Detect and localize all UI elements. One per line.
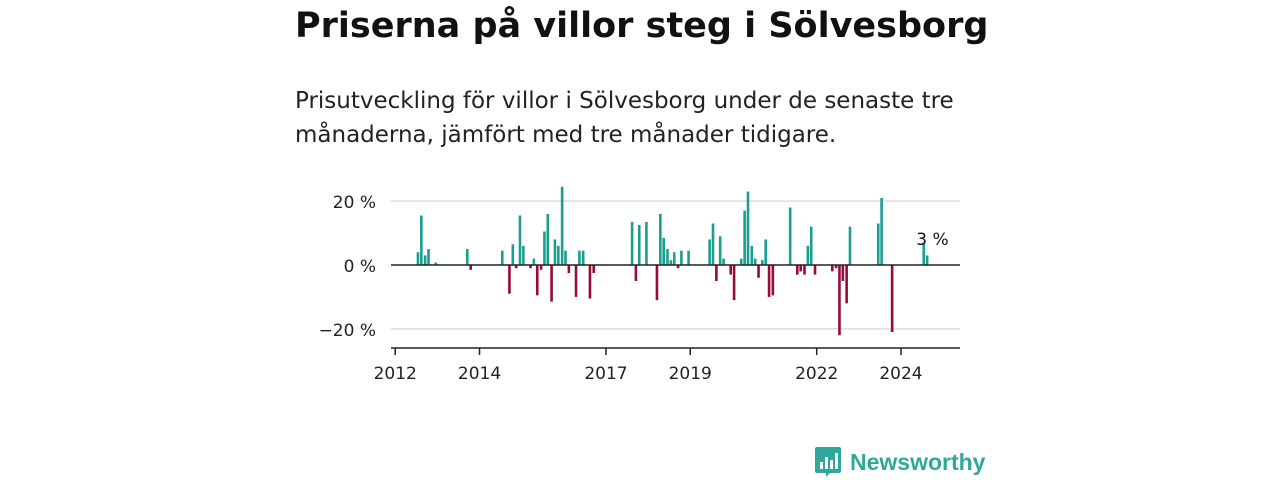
bar — [564, 250, 567, 265]
bar — [796, 265, 799, 275]
bar — [715, 265, 718, 281]
newsworthy-logo: Newsworthy — [814, 444, 985, 480]
bar — [546, 213, 550, 265]
y-tick-label: 0 % — [344, 257, 376, 277]
bar — [743, 210, 746, 265]
bar-series — [416, 186, 929, 336]
bar — [838, 265, 841, 336]
bar — [553, 239, 557, 265]
bar — [514, 265, 518, 269]
bar — [659, 213, 662, 265]
bar — [669, 260, 673, 265]
bar — [830, 265, 834, 272]
chart-title: Priserna på villor steg i Sölvesborg — [295, 6, 989, 46]
tick-labels: 20 % 0 % −20 % 2012 2014 2017 2019 2022 2024 3 % — [319, 193, 949, 384]
bar — [500, 250, 504, 265]
bar — [834, 265, 838, 269]
bar-chart: 20 % 0 % −20 % 2012 2014 2017 2019 2022 2024 3 % — [319, 186, 960, 384]
bar — [557, 245, 560, 265]
bar — [813, 265, 817, 275]
bar — [465, 249, 469, 265]
bar — [708, 239, 711, 265]
brand-name: Newsworthy — [850, 448, 986, 475]
bar — [771, 265, 775, 296]
bar — [508, 265, 511, 294]
bar — [809, 226, 813, 265]
bar — [761, 260, 764, 265]
bar — [543, 231, 546, 265]
bar — [880, 197, 883, 265]
bar — [799, 265, 802, 272]
bar — [416, 252, 420, 265]
bar — [680, 250, 683, 265]
bar — [729, 265, 733, 275]
x-tick-label: 2012 — [374, 364, 417, 384]
bar — [427, 249, 430, 265]
bar — [655, 265, 659, 301]
x-tick-label: 2019 — [669, 364, 712, 384]
grid-lines — [391, 200, 960, 330]
bar — [574, 265, 578, 297]
bar — [788, 207, 792, 265]
bar — [637, 225, 641, 265]
chart-subtitle: Prisutveckling för villor i Sölvesborg u… — [295, 88, 954, 148]
bar — [687, 250, 690, 265]
bar — [764, 239, 767, 265]
bar — [841, 265, 845, 281]
bar — [522, 245, 525, 265]
x-tick-label: 2014 — [458, 364, 501, 384]
bar — [434, 262, 437, 265]
bar — [925, 255, 929, 265]
bar — [845, 265, 848, 304]
bar — [511, 244, 515, 265]
bar — [529, 265, 532, 269]
y-tick-label: −20 % — [319, 321, 376, 341]
bar — [848, 226, 852, 265]
bar — [711, 223, 715, 265]
bar — [630, 221, 634, 265]
bar — [423, 255, 427, 265]
bar — [718, 236, 722, 265]
bar — [578, 250, 581, 265]
bar — [535, 265, 539, 296]
x-tick-label: 2022 — [795, 364, 838, 384]
bar — [592, 265, 596, 273]
bar — [666, 249, 669, 265]
bar — [634, 265, 638, 281]
bar — [722, 258, 725, 265]
bar — [518, 215, 522, 265]
bar — [803, 265, 806, 275]
annotation-label: 3 % — [916, 230, 948, 250]
bar — [922, 242, 926, 265]
bar — [567, 265, 571, 273]
axes — [391, 264, 960, 355]
bar — [890, 265, 894, 333]
bar — [581, 250, 585, 265]
bar — [753, 258, 757, 265]
bar — [676, 265, 680, 269]
bar — [757, 265, 760, 278]
bar — [750, 245, 754, 265]
bar — [746, 191, 750, 265]
bar — [560, 186, 564, 265]
bar — [672, 252, 676, 265]
bar — [645, 221, 648, 265]
bar — [806, 245, 810, 265]
x-tick-label: 2024 — [879, 364, 922, 384]
bar — [420, 215, 423, 265]
bar — [532, 258, 536, 265]
newsworthy-chart-icon — [815, 447, 841, 477]
bar — [539, 265, 543, 270]
bar — [662, 237, 665, 265]
bar — [588, 265, 592, 299]
y-tick-label: 20 % — [333, 193, 376, 213]
bar — [732, 265, 736, 301]
x-tick-label: 2017 — [584, 364, 627, 384]
bar — [550, 265, 553, 302]
bar — [876, 223, 880, 265]
bar — [767, 265, 771, 297]
bar — [739, 258, 743, 265]
bar — [469, 265, 472, 270]
